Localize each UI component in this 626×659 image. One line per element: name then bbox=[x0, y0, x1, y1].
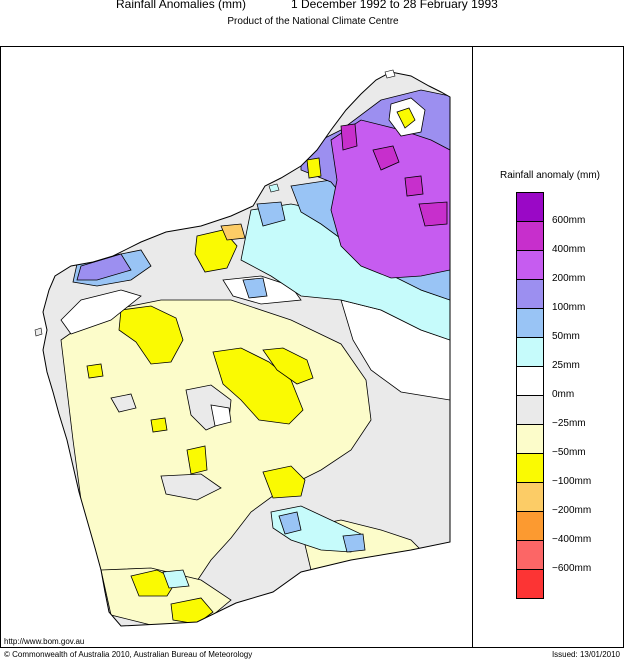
footer-copyright: © Commonwealth of Australia 2010, Austra… bbox=[4, 650, 253, 659]
legend-swatch bbox=[516, 569, 544, 599]
legend-swatch bbox=[516, 250, 544, 280]
legend-label: −100mm bbox=[552, 476, 592, 487]
legend-swatch bbox=[516, 221, 544, 251]
legend-label: −25mm bbox=[552, 418, 586, 429]
map-period: 1 December 1992 to 28 February 1993 bbox=[291, 0, 498, 11]
zone-400-600 bbox=[340, 123, 358, 151]
legend-swatch bbox=[516, 192, 544, 222]
legend-swatch bbox=[516, 308, 544, 338]
map-frame bbox=[0, 46, 624, 648]
legend-label: 100mm bbox=[552, 302, 586, 313]
legend-title: Rainfall anomaly (mm) bbox=[499, 170, 601, 181]
legend-swatch bbox=[516, 279, 544, 309]
legend-label: −400mm bbox=[552, 534, 592, 545]
legend-swatch bbox=[516, 337, 544, 367]
legend-swatch bbox=[516, 395, 544, 425]
footer-issued-date: Issued: 13/01/2010 bbox=[551, 650, 620, 659]
legend-label: −50mm bbox=[552, 447, 586, 458]
coastline bbox=[42, 71, 451, 627]
zone-minus50-b bbox=[212, 347, 304, 425]
legend-label: 600mm bbox=[552, 215, 586, 226]
legend-swatch bbox=[516, 482, 544, 512]
title-row: Rainfall Anomalies (mm) 1 December 1992 … bbox=[0, 0, 626, 14]
legend-swatch bbox=[516, 424, 544, 454]
legend-label: 25mm bbox=[552, 360, 580, 371]
footer-url[interactable]: http://www.bom.gov.au bbox=[4, 637, 85, 646]
legend-label: 200mm bbox=[552, 273, 586, 284]
rainfall-anomaly-map bbox=[34, 69, 451, 627]
map-subtitle: Product of the National Climate Centre bbox=[227, 16, 399, 27]
legend-swatch bbox=[516, 540, 544, 570]
legend-swatch bbox=[516, 511, 544, 541]
legend-swatch bbox=[516, 453, 544, 483]
legend-label: 0mm bbox=[552, 389, 575, 400]
legend-label: 50mm bbox=[552, 331, 580, 342]
legend-label: −600mm bbox=[552, 563, 592, 574]
legend-label: −200mm bbox=[552, 505, 592, 516]
legend-label: 400mm bbox=[552, 244, 586, 255]
legend-swatch bbox=[516, 366, 544, 396]
zone-minus50-a bbox=[118, 305, 184, 365]
frame-divider bbox=[472, 46, 473, 648]
map-title: Rainfall Anomalies (mm) bbox=[116, 0, 247, 11]
